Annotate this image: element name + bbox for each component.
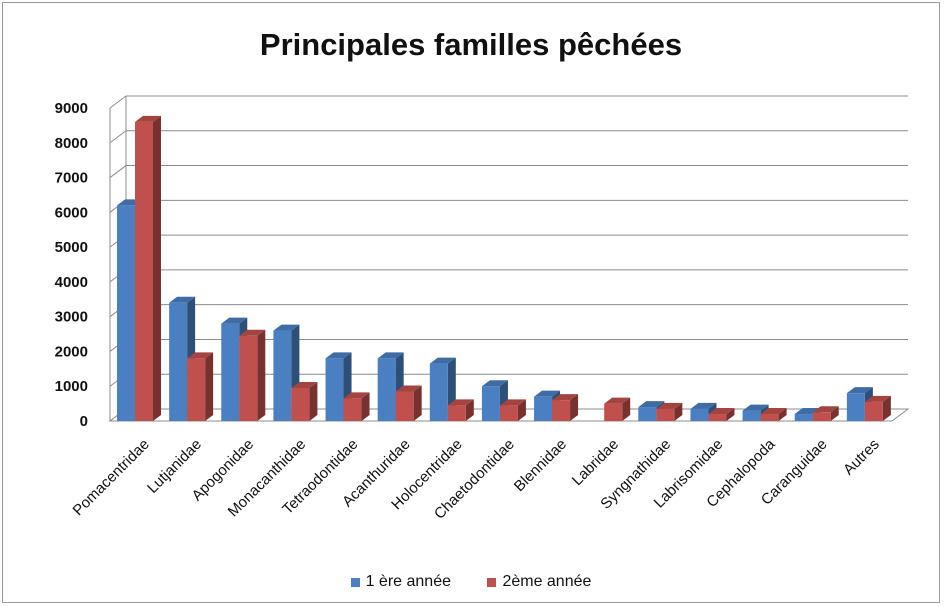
bar-series-2 — [135, 115, 161, 422]
y-tick-label: 9000 — [55, 100, 88, 117]
bar-series-2 — [708, 408, 735, 421]
legend-swatch-series-1 — [350, 577, 360, 587]
legend-item-series-1: 1 ère année — [350, 573, 451, 591]
bar-series-2 — [447, 399, 474, 421]
bar-series-2 — [239, 329, 266, 421]
gridline-side — [109, 165, 127, 178]
bar-series-2 — [760, 408, 787, 421]
y-tick-label: 8000 — [55, 135, 88, 152]
x-tick-label: Blennidae — [511, 436, 570, 495]
bar-series-1 — [846, 387, 873, 421]
y-tick-label: 1000 — [55, 378, 88, 395]
bar-series-2 — [864, 395, 891, 421]
bar-series-2 — [343, 392, 370, 421]
y-tick-label: 7000 — [55, 170, 88, 187]
legend-swatch-series-2 — [487, 577, 497, 587]
y-tick-label: 5000 — [55, 239, 88, 256]
bar-series-2 — [552, 394, 579, 421]
bar-series-2 — [291, 381, 318, 421]
y-tick-label: 2000 — [55, 343, 88, 360]
bar-series-2 — [604, 397, 631, 421]
y-tick-label: 4000 — [55, 274, 88, 291]
gridline-side — [109, 95, 127, 109]
y-tick-label: 3000 — [55, 309, 88, 326]
x-tick-label: Autres — [840, 436, 883, 479]
legend-item-series-2: 2ème année — [487, 573, 591, 591]
bar-series-2 — [187, 352, 214, 421]
x-tick-label: Labridae — [569, 436, 622, 489]
bar-series-2 — [499, 399, 526, 421]
y-tick-label: 0 — [80, 413, 88, 430]
legend-label-series-2: 2ème année — [502, 573, 592, 590]
bar-series-2 — [812, 406, 839, 421]
bar-series-2 — [395, 385, 422, 421]
x-tick-label: Pomacentridae — [70, 436, 153, 519]
gridline-side — [109, 130, 127, 144]
bar-series-2 — [656, 402, 683, 421]
y-tick-label: 6000 — [55, 204, 88, 221]
legend-label-series-1: 1 ère année — [365, 573, 451, 590]
chart-title: Principales familles pêchées — [259, 27, 683, 62]
legend: 1 ère année 2ème année — [3, 573, 939, 592]
